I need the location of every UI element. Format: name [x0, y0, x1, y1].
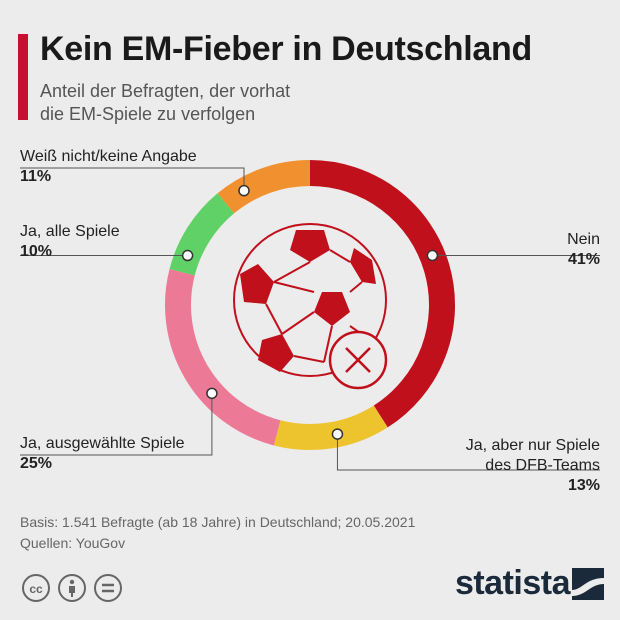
creative-commons-icon: cc: [22, 574, 50, 602]
leader-dot-1: [331, 428, 344, 440]
footer-source: Quellen: YouGov: [20, 535, 126, 551]
license-icons: cc: [20, 572, 130, 609]
value-label: 25%: [20, 455, 53, 472]
no-derivatives-icon: [94, 574, 122, 602]
donut-slice-4: [217, 160, 311, 214]
label-text: Ja, ausgewählte Spiele: [20, 435, 185, 452]
subtitle-line-1: Anteil der Befragten, der vorhat: [40, 81, 291, 101]
donut-slice-2: [165, 268, 281, 446]
leader-dot-0: [426, 249, 439, 262]
label-text: Ja, alle Spiele: [20, 223, 120, 240]
chart-title: Kein EM-Fieber in Deutschland: [40, 30, 532, 68]
leader-dot-2: [206, 387, 218, 400]
soccer-ball-crossed-icon: [233, 223, 388, 390]
leader-dot-3: [181, 249, 194, 262]
label-text-line-2: des DFB-Teams: [485, 457, 600, 474]
attribution-icon: [58, 574, 86, 602]
leader-line-4: [20, 167, 245, 191]
brand-name: statista: [454, 564, 571, 602]
svg-text:cc: cc: [29, 582, 43, 596]
label-nein: Nein 41%: [567, 230, 600, 270]
value-label: 11%: [20, 168, 52, 185]
label-text: Nein: [567, 231, 600, 248]
leader-line-1: [336, 434, 600, 471]
brand-logo[interactable]: statista: [454, 564, 571, 603]
value-label: 10%: [20, 243, 53, 260]
statista-logo-icon: [572, 568, 604, 600]
footer-notes: Basis: 1.541 Befragte (ab 18 Jahre) in D…: [20, 512, 415, 554]
footer-basis: Basis: 1.541 Befragte (ab 18 Jahre) in D…: [20, 514, 416, 530]
leader-line-2: [20, 393, 213, 456]
label-ja-dfb: Ja, aber nur Spiele des DFB-Teams 13%: [466, 436, 600, 496]
label-weiss-nicht: Weiß nicht/keine Angabe 11%: [20, 147, 197, 187]
leader-lines: [20, 167, 600, 471]
chart-subtitle: Anteil der Befragten, der vorhat die EM-…: [40, 80, 480, 126]
value-label: 13%: [567, 477, 600, 494]
donut-slice-1: [273, 405, 388, 450]
donut-slice-3: [169, 193, 235, 276]
subtitle-line-2: die EM-Spiele zu verfolgen: [40, 104, 256, 124]
label-ja-alle: Ja, alle Spiele 10%: [20, 222, 120, 262]
label-text-line-1: Ja, aber nur Spiele: [465, 437, 600, 454]
label-ja-ausgewaehlte: Ja, ausgewählte Spiele 25%: [20, 434, 185, 474]
donut-slice-0: [309, 160, 455, 428]
leader-dot-4: [238, 184, 250, 197]
donut-segments: [165, 160, 455, 450]
label-text: Weiß nicht/keine Angabe: [20, 148, 197, 165]
title-accent-bar: [18, 34, 28, 120]
value-label: 41%: [567, 251, 600, 268]
